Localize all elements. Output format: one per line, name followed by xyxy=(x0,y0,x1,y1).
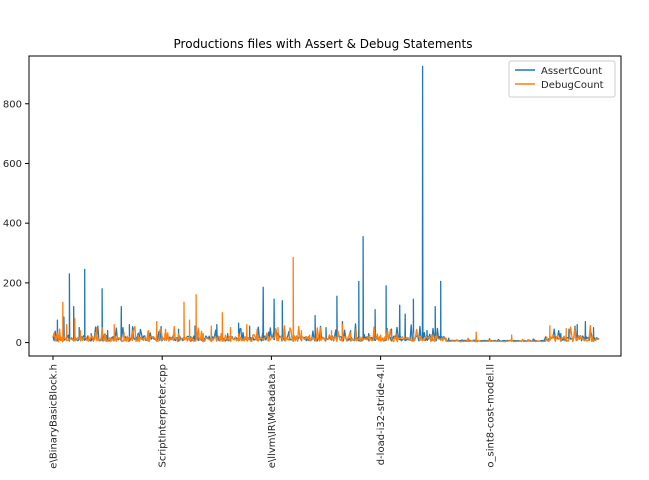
plot-frame xyxy=(28,55,622,357)
legend-label-debugcount: DebugCount xyxy=(541,80,604,91)
series-line-assertcount xyxy=(52,65,600,342)
chart-title: Productions files with Assert & Debug St… xyxy=(174,37,473,51)
legend-box xyxy=(508,60,616,98)
y-tick-label: 200 xyxy=(3,278,22,289)
legend: AssertCount DebugCount xyxy=(508,60,616,98)
y-tick-label: 800 xyxy=(3,99,22,110)
y-tick-label: 0 xyxy=(16,338,22,349)
y-tick-label: 600 xyxy=(3,159,22,170)
x-tick-label: e\llvm\IR\Metadata.h xyxy=(267,364,278,468)
series-line-debugcount xyxy=(52,256,600,343)
y-axis: 0 200 400 600 800 xyxy=(3,99,29,349)
x-tick-label: e\BinaryBasicBlock.h xyxy=(49,364,60,469)
x-tick-label: ScriptInterpreter.cpp xyxy=(158,364,169,468)
legend-label-assertcount: AssertCount xyxy=(541,66,602,77)
x-tick-label: o_sint8-cost-model.ll xyxy=(485,364,496,468)
x-axis: e\BinaryBasicBlock.h ScriptInterpreter.cp… xyxy=(49,356,496,469)
y-tick-label: 400 xyxy=(3,219,22,230)
plot-area xyxy=(28,55,622,357)
x-tick-label: d-load-i32-stride-4.ll xyxy=(376,364,387,465)
